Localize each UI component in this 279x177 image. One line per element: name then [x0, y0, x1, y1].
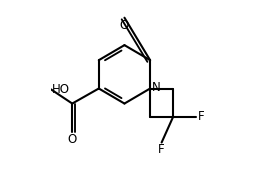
Text: F: F	[158, 143, 165, 156]
Text: F: F	[198, 110, 205, 123]
Text: O: O	[68, 133, 77, 146]
Text: O: O	[120, 19, 129, 32]
Text: N: N	[152, 81, 161, 94]
Text: HO: HO	[52, 83, 70, 96]
